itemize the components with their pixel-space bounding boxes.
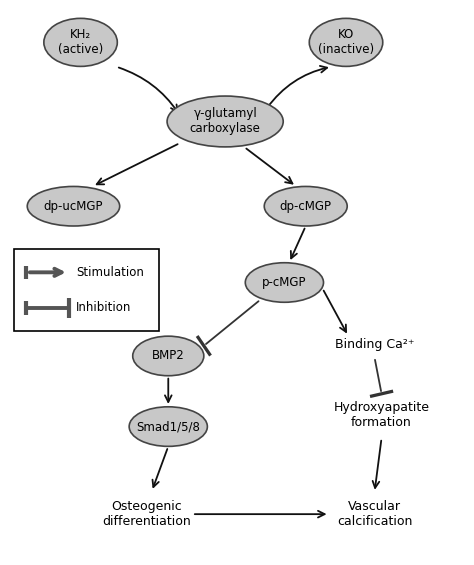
Ellipse shape: [27, 186, 119, 226]
Ellipse shape: [129, 407, 207, 446]
FancyBboxPatch shape: [14, 249, 159, 331]
Text: KO
(inactive): KO (inactive): [318, 28, 374, 56]
Ellipse shape: [245, 263, 323, 302]
Ellipse shape: [167, 96, 283, 147]
Text: Hydroxyapatite
formation: Hydroxyapatite formation: [334, 401, 429, 429]
Ellipse shape: [264, 186, 347, 226]
Text: Smad1/5/8: Smad1/5/8: [137, 420, 200, 433]
Text: KH₂
(active): KH₂ (active): [58, 28, 103, 56]
Text: dp-cMGP: dp-cMGP: [280, 199, 332, 213]
Text: dp-ucMGP: dp-ucMGP: [44, 199, 103, 213]
Text: γ-glutamyl
carboxylase: γ-glutamyl carboxylase: [190, 107, 261, 136]
Ellipse shape: [133, 336, 204, 376]
Text: Vascular
calcification: Vascular calcification: [337, 500, 412, 528]
Ellipse shape: [309, 18, 383, 66]
Ellipse shape: [44, 18, 118, 66]
Text: Binding Ca²⁺: Binding Ca²⁺: [335, 338, 414, 351]
Text: Inhibition: Inhibition: [76, 301, 131, 315]
Text: p-cMGP: p-cMGP: [262, 276, 307, 289]
Text: BMP2: BMP2: [152, 349, 185, 363]
Text: Osteogenic
differentiation: Osteogenic differentiation: [102, 500, 191, 528]
Text: Stimulation: Stimulation: [76, 266, 144, 279]
